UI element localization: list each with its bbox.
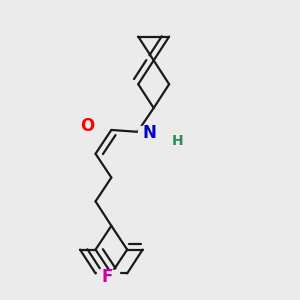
Text: H: H — [171, 134, 183, 148]
Bar — [138, 126, 160, 141]
Bar — [97, 270, 119, 285]
Text: O: O — [80, 117, 94, 135]
Text: F: F — [102, 268, 113, 286]
Bar — [76, 118, 98, 133]
Text: N: N — [142, 124, 156, 142]
Bar — [160, 133, 182, 148]
